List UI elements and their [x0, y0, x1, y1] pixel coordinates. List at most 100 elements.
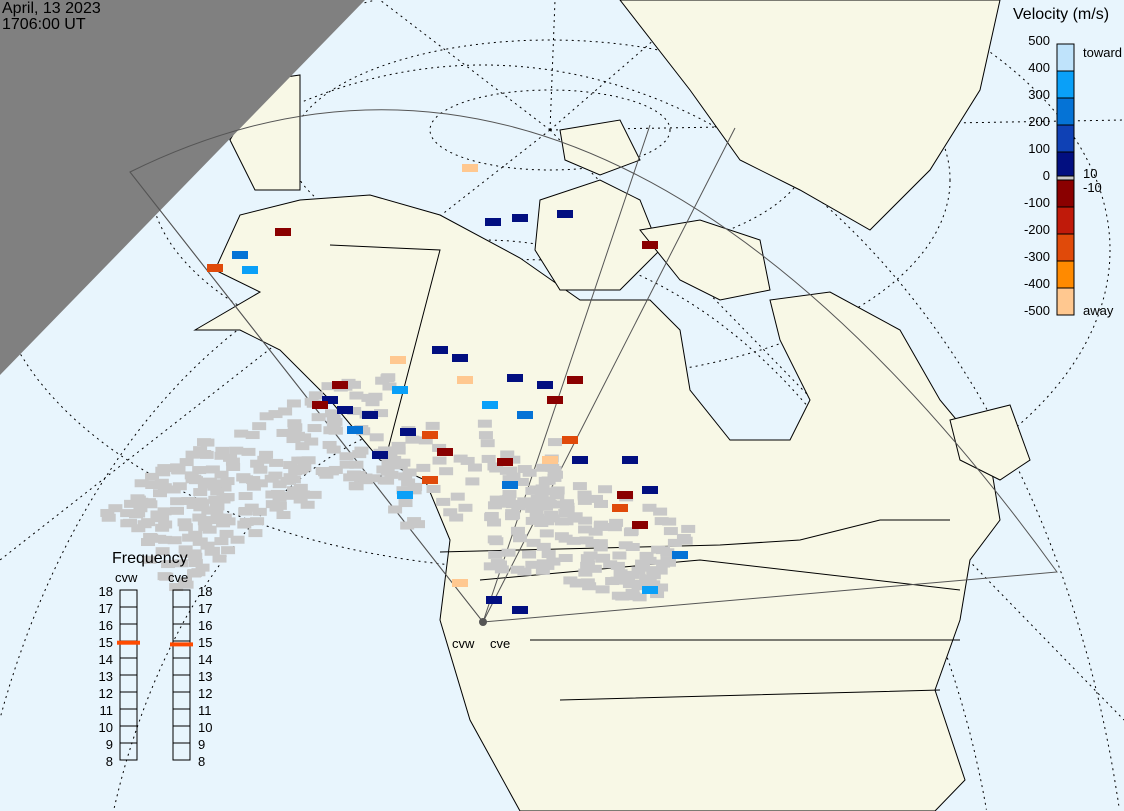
echo-cell	[541, 550, 556, 559]
echo-cell	[382, 382, 397, 391]
frequency-cell	[172, 708, 191, 727]
echo-cell	[349, 460, 364, 469]
echo-cell	[569, 579, 584, 588]
echo-cell	[141, 518, 156, 527]
echo-cell	[328, 426, 343, 435]
echo-cell	[287, 427, 302, 436]
echo-cell	[250, 517, 265, 526]
echo-cell	[558, 534, 573, 543]
echo-cell	[328, 465, 343, 474]
echo-cell	[443, 508, 458, 517]
echo-cell	[405, 435, 420, 444]
echo-cell	[133, 504, 148, 513]
echo-cell	[358, 476, 373, 485]
echo-cell	[167, 536, 182, 545]
echo-cell	[311, 413, 326, 422]
echo-cell	[214, 537, 229, 546]
echo-cell	[339, 460, 354, 469]
latitude-circle	[0, 250, 1111, 571]
velocity-cell	[362, 411, 378, 419]
radar-label-cve: cve	[490, 636, 511, 651]
echo-cell	[381, 459, 396, 468]
echo-cell	[548, 470, 563, 479]
echo-cell	[535, 566, 550, 575]
echo-cell	[293, 495, 308, 504]
frequency-radar-cve: cve	[168, 570, 189, 585]
echo-cell	[217, 513, 232, 522]
velocity-cell	[422, 476, 438, 484]
date-label: April, 13 2023	[2, 0, 101, 17]
velocity-cell	[512, 214, 528, 222]
echo-cell	[436, 497, 451, 506]
velocity-cell	[312, 401, 328, 409]
frequency-tick: 14	[198, 652, 213, 667]
echo-cell	[195, 499, 210, 508]
echo-cell	[458, 503, 473, 512]
echo-cell	[503, 466, 518, 475]
echo-cell	[108, 504, 123, 513]
colorbar-zero-segment	[1056, 175, 1075, 181]
echo-cell	[401, 478, 416, 487]
echo-cell	[642, 556, 657, 565]
frequency-tick: 16	[98, 618, 113, 633]
echo-cell	[349, 391, 364, 400]
echo-cell	[407, 486, 422, 495]
echo-cell	[432, 443, 447, 452]
echo-cell	[307, 424, 322, 433]
velocity-cell	[207, 264, 223, 272]
echo-cell	[506, 455, 521, 464]
echo-cell	[209, 505, 224, 514]
velocity-cell	[392, 386, 408, 394]
echo-cell	[662, 517, 677, 526]
echo-cell	[153, 489, 168, 498]
echo-cell	[661, 558, 676, 567]
echo-cell	[248, 529, 263, 538]
echo-cell	[120, 509, 135, 518]
velocity-cell	[337, 406, 353, 414]
echo-cell	[259, 450, 274, 459]
echo-cell	[493, 560, 508, 569]
velocity-cell	[517, 411, 533, 419]
echo-cell	[588, 527, 603, 536]
echo-cell	[577, 492, 592, 501]
colorbar-segment	[1056, 233, 1075, 262]
echo-cell	[200, 541, 215, 550]
echo-cell	[210, 487, 225, 496]
velocity-cell	[347, 426, 363, 434]
echo-cell	[152, 534, 167, 543]
echo-cell	[226, 462, 241, 471]
frequency-tick: 16	[198, 618, 213, 633]
borders	[329, 244, 961, 701]
echo-cell	[450, 492, 465, 501]
echo-cell	[477, 419, 492, 428]
echo-cell	[589, 494, 604, 503]
frequency-cell	[172, 657, 191, 676]
velocity-cell	[547, 396, 563, 404]
echo-cell	[639, 551, 654, 560]
echo-cell	[223, 453, 238, 462]
echo-cell	[201, 506, 216, 515]
echo-cell	[529, 509, 544, 518]
echo-cell	[567, 513, 582, 522]
velocity-cell	[372, 451, 388, 459]
echo-cell	[425, 421, 440, 430]
echo-cell	[143, 532, 158, 541]
velocity-cell	[672, 551, 688, 559]
echo-cell	[244, 503, 259, 512]
echo-cell	[536, 463, 551, 472]
echo-cell	[578, 568, 593, 577]
frequency-tick: 18	[98, 584, 113, 599]
colorbar-segment	[1056, 206, 1075, 235]
echo-cell	[610, 576, 625, 585]
velocity-cell	[537, 381, 553, 389]
echo-cell	[522, 550, 537, 559]
frequency-tick: 17	[98, 601, 113, 616]
echo-cell	[145, 480, 160, 489]
echo-cell	[653, 566, 668, 575]
echo-cell	[123, 518, 138, 527]
echo-cell	[577, 496, 592, 505]
echo-cell	[169, 583, 184, 592]
echo-cell	[525, 486, 540, 495]
echo-cell	[259, 412, 274, 421]
